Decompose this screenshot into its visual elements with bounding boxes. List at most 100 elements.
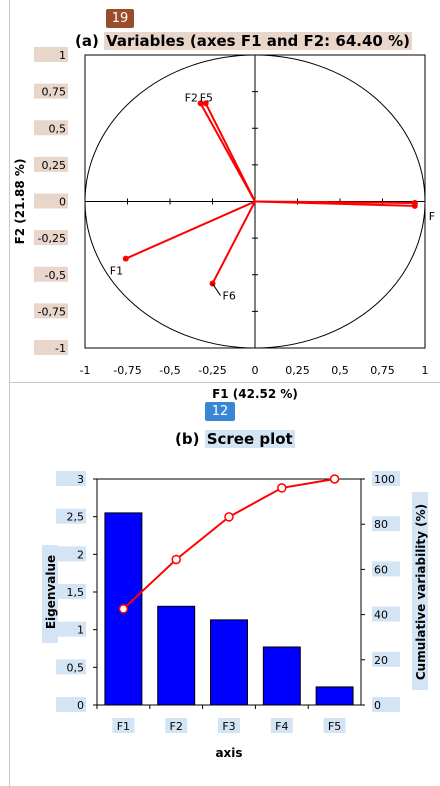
y-tick-highlight <box>34 303 68 319</box>
annotation-badge-bottom: 12 <box>205 402 235 421</box>
label-leader-line <box>212 283 221 296</box>
vector-line <box>254 200 415 207</box>
y2-tick-label: 60 <box>374 563 388 576</box>
vector-line <box>211 201 256 284</box>
y2-tick-label: 20 <box>374 654 388 667</box>
vector-point <box>122 255 129 262</box>
vector-point <box>197 100 204 107</box>
y-tick-highlight <box>56 508 86 524</box>
chart-b-title: Scree plot <box>204 430 295 448</box>
y2-tick-highlight <box>372 651 400 667</box>
y-tick-label: 3 <box>77 473 84 486</box>
y-tick-highlight <box>56 584 86 599</box>
y2-tick-highlight <box>372 697 400 712</box>
y-tick-label: 0,75 <box>42 86 67 99</box>
x-tick-label: -0,75 <box>113 364 141 377</box>
x-tick-label: 0,75 <box>370 364 395 377</box>
vector-label: F5 <box>200 91 213 104</box>
y-tick-label: 1 <box>77 624 84 637</box>
cumulative-variability-point <box>171 554 181 565</box>
eigenvalue-bar <box>210 619 248 706</box>
vector-label: F2 <box>185 91 198 104</box>
eigenvalue-bar <box>262 646 301 706</box>
bottom-panel-frame <box>9 383 440 786</box>
correlation-circle-chart: -1 -0,75 -0,5 -0,25 0 0,25 0,5 0,75 1 1 0,75 0,5 0,2… <box>13 47 435 400</box>
y2-tick-label: 0 <box>374 699 381 712</box>
y-tick-label: 0,25 <box>42 159 67 172</box>
y-tick-highlight <box>56 621 86 637</box>
y2-axis-label: Cumulative variability (%) <box>414 504 428 680</box>
y2-tick-highlight <box>372 561 400 577</box>
vector-label: F1 <box>110 265 123 278</box>
y2-tick-label: 40 <box>374 609 388 622</box>
y-tick-highlight <box>34 47 68 62</box>
cumulative-variability-point <box>118 604 129 614</box>
cumulative-variability-point <box>224 512 234 522</box>
y-tick-label: 1,5 <box>67 586 85 599</box>
y-tick-highlight <box>34 83 68 99</box>
vector-label: F6 <box>223 290 236 303</box>
x-tick-label: 1 <box>422 364 429 377</box>
x-tick-label: 0,25 <box>285 364 310 377</box>
y-tick-highlight <box>34 230 68 246</box>
y-tick-highlight <box>34 120 68 136</box>
x-tick-label: F1 <box>117 720 130 733</box>
y-tick-highlight <box>56 546 86 562</box>
top-panel-frame <box>9 0 440 383</box>
x-tick-label: 0,5 <box>331 364 349 377</box>
y-axis-label: Eigenvalue <box>44 555 58 629</box>
annotation-badge-top: 19 <box>106 9 134 28</box>
y-tick-highlight <box>56 697 86 712</box>
x-tick-label: 0 <box>252 364 259 377</box>
x-tick-label: -1 <box>80 364 91 377</box>
vector-line <box>204 102 256 202</box>
eigenvalue-bar <box>157 605 196 706</box>
x-tick-label: -0,5 <box>159 364 180 377</box>
y-tick-label: 2 <box>77 548 84 561</box>
vector-label: F <box>429 210 435 223</box>
y-tick-highlight <box>34 340 68 355</box>
y-tick-highlight <box>34 193 68 209</box>
x-tick-highlight <box>112 718 135 733</box>
chart-a-title: Variables (axes F1 and F2: 64.40 %) <box>104 32 412 50</box>
x-axis-label: F1 (42.52 %) <box>212 387 298 400</box>
y-axis-label: F2 (21.88 %) <box>13 159 27 245</box>
y-tick-label: 0,5 <box>67 661 85 674</box>
y2-tick-highlight <box>372 516 400 532</box>
eigenvalue-bar <box>315 686 354 706</box>
y2-tick-label: 100 <box>374 473 395 486</box>
vector-point <box>202 100 209 107</box>
y-tick-highlight <box>56 471 86 486</box>
y-tick-label: -0,5 <box>45 269 66 282</box>
y2-tick-highlight <box>372 471 400 486</box>
y-tick-highlight <box>34 156 68 172</box>
y2-axis-label-highlight <box>412 492 428 690</box>
x-axis-label: axis <box>215 746 242 760</box>
y-tick-label: -0,75 <box>38 305 66 318</box>
cumulative-variability-point <box>277 483 287 493</box>
chart-b-title-row: (b) Scree plot <box>175 430 295 448</box>
x-tick-highlight <box>323 718 346 733</box>
y2-tick-highlight <box>372 606 400 622</box>
cumulative-variability-line <box>122 478 335 610</box>
y-tick-label: 0,5 <box>49 122 67 135</box>
x-tick-highlight <box>270 718 293 733</box>
x-tick-label: F4 <box>275 720 288 733</box>
y-tick-label: 0 <box>59 196 66 209</box>
x-tick-label: F2 <box>170 720 183 733</box>
x-tick-label: F3 <box>222 720 235 733</box>
cumulative-variability-point <box>329 474 340 484</box>
vector-line <box>125 200 256 260</box>
chart-a-panel-label: (a) <box>75 32 99 50</box>
chart-a-title-row: (a) Variables (axes F1 and F2: 64.40 %) <box>75 32 412 50</box>
x-tick-label: F5 <box>328 720 341 733</box>
y2-tick-label: 80 <box>374 518 388 531</box>
y-tick-label: 2,5 <box>67 511 85 524</box>
y-axis-label-highlight <box>42 545 58 643</box>
y-tick-label: -0,25 <box>38 232 66 245</box>
x-tick-highlight <box>218 718 240 733</box>
y-tick-label: 1 <box>59 49 66 62</box>
x-tick-highlight <box>165 718 188 733</box>
y-tick-label: -1 <box>55 342 66 355</box>
